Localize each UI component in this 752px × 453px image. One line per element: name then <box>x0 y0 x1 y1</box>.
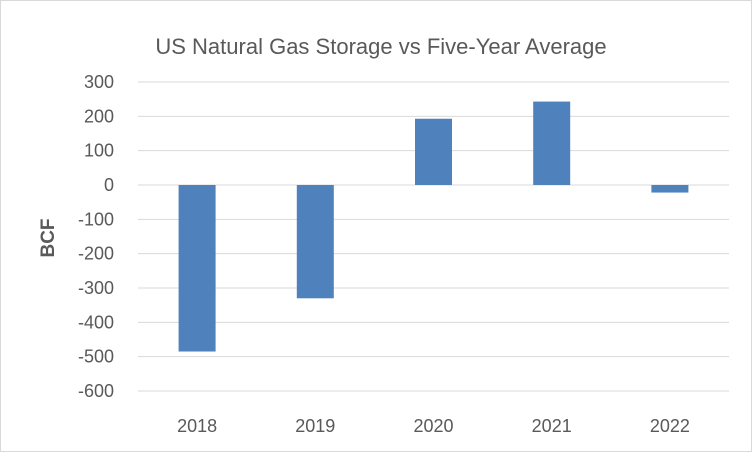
y-tick-label: -200 <box>78 244 114 264</box>
x-axis-ticks: 2018 2019 2020 2021 2022 <box>177 416 690 436</box>
bars <box>178 101 689 352</box>
bar-2020 <box>415 118 452 185</box>
y-tick-label: -300 <box>78 278 114 298</box>
bar-2019 <box>296 185 334 299</box>
bar-2021 <box>533 101 571 185</box>
y-tick-label: 300 <box>84 72 114 92</box>
y-tick-label: 100 <box>84 141 114 161</box>
y-axis-ticks: 300 200 100 0 -100 -200 -300 -400 -500 -600 <box>78 72 114 401</box>
x-tick-label: 2021 <box>532 416 572 436</box>
y-tick-label: -400 <box>78 312 114 332</box>
x-tick-label: 2022 <box>650 416 690 436</box>
y-tick-label: 0 <box>104 175 114 195</box>
y-tick-label: -600 <box>78 381 114 401</box>
y-axis-label: BCF <box>38 218 59 257</box>
gridlines <box>138 81 729 392</box>
y-tick-label: 200 <box>84 106 114 126</box>
y-tick-label: -100 <box>78 209 114 229</box>
x-tick-label: 2018 <box>177 416 217 436</box>
chart-title: US Natural Gas Storage vs Five-Year Aver… <box>155 34 606 59</box>
x-tick-label: 2019 <box>295 416 335 436</box>
bar-2022 <box>651 185 689 193</box>
bar-2018 <box>178 185 216 352</box>
x-tick-label: 2020 <box>413 416 453 436</box>
y-tick-label: -500 <box>78 347 114 367</box>
